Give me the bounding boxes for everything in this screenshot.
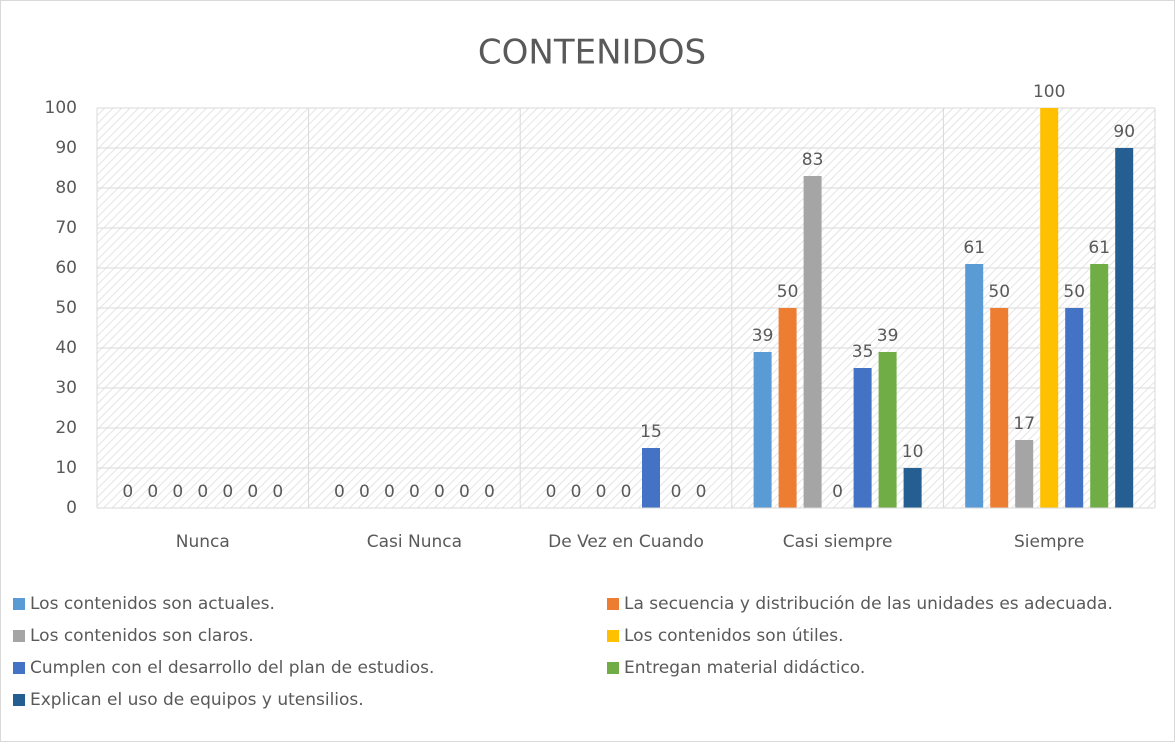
bar (1040, 108, 1059, 508)
data-label: 61 (1088, 238, 1110, 258)
data-label: 10 (902, 442, 924, 462)
legend-swatch (607, 662, 619, 674)
legend-label: Explican el uso de equipos y utensilios. (30, 690, 364, 710)
data-label: 100 (1033, 82, 1065, 102)
data-label: 0 (596, 482, 607, 502)
legend-label: Los contenidos son actuales. (30, 594, 275, 614)
x-tick-label: Siempre (1014, 532, 1084, 552)
data-label: 0 (147, 482, 158, 502)
chart-title: CONTENIDOS (478, 33, 706, 73)
bar (1090, 264, 1109, 508)
data-label: 83 (802, 150, 824, 170)
legend-label: Cumplen con el desarrollo del plan de es… (30, 658, 434, 678)
data-label: 0 (696, 482, 707, 502)
bar (1065, 308, 1084, 508)
bar (753, 352, 772, 508)
data-label: 0 (434, 482, 445, 502)
legend-swatch (13, 694, 25, 706)
legend-label: Los contenidos son claros. (30, 626, 254, 646)
data-label: 0 (671, 482, 682, 502)
data-label: 0 (571, 482, 582, 502)
y-tick-label: 70 (55, 218, 77, 238)
data-label: 50 (777, 282, 799, 302)
y-tick-label: 60 (55, 258, 77, 278)
data-label: 39 (877, 326, 899, 346)
x-tick-label: Nunca (176, 532, 230, 552)
bar (965, 264, 984, 508)
data-label: 90 (1113, 122, 1135, 142)
x-tick-label: Casi Nunca (367, 532, 462, 552)
bar (642, 448, 660, 508)
y-tick-label: 20 (55, 418, 77, 438)
y-tick-label: 80 (55, 178, 77, 198)
y-tick-label: 90 (55, 138, 77, 158)
data-label: 39 (752, 326, 774, 346)
bar (903, 468, 922, 508)
data-label: 0 (247, 482, 258, 502)
data-label: 0 (359, 482, 370, 502)
legend-swatch (13, 630, 25, 642)
legend-swatch (13, 662, 25, 674)
data-label: 0 (384, 482, 395, 502)
bar (803, 176, 822, 508)
data-label: 61 (963, 238, 985, 258)
data-label: 17 (1013, 414, 1035, 434)
data-label: 0 (172, 482, 183, 502)
data-label: 0 (334, 482, 345, 502)
data-label: 0 (122, 482, 133, 502)
bar (853, 368, 872, 508)
data-label: 0 (459, 482, 470, 502)
legend-swatch (13, 598, 25, 610)
data-label: 0 (197, 482, 208, 502)
data-label: 0 (832, 482, 843, 502)
legend-label: Entregan material didáctico. (624, 658, 865, 678)
legend-swatch (607, 598, 619, 610)
legend-swatch (607, 630, 619, 642)
y-tick-label: 50 (55, 298, 77, 318)
data-label: 35 (852, 342, 874, 362)
y-tick-label: 0 (66, 498, 77, 518)
bar (990, 308, 1009, 508)
x-tick-label: De Vez en Cuando (548, 532, 704, 552)
data-label: 50 (1063, 282, 1085, 302)
bar (1015, 440, 1034, 508)
legend-label: Los contenidos son útiles. (624, 626, 843, 646)
data-label: 0 (484, 482, 495, 502)
data-label: 0 (409, 482, 420, 502)
legend-label: La secuencia y distribución de las unida… (624, 594, 1113, 614)
data-label: 0 (546, 482, 557, 502)
data-label: 15 (640, 422, 662, 442)
bar (778, 308, 797, 508)
y-tick-label: 10 (55, 458, 77, 478)
y-tick-label: 40 (55, 338, 77, 358)
bar (878, 352, 897, 508)
data-label: 0 (222, 482, 233, 502)
y-tick-label: 30 (55, 378, 77, 398)
data-label: 0 (272, 482, 283, 502)
x-tick-label: Casi siempre (783, 532, 893, 552)
data-label: 0 (621, 482, 632, 502)
bar (1115, 148, 1134, 508)
data-label: 50 (988, 282, 1010, 302)
y-tick-label: 100 (45, 98, 77, 118)
